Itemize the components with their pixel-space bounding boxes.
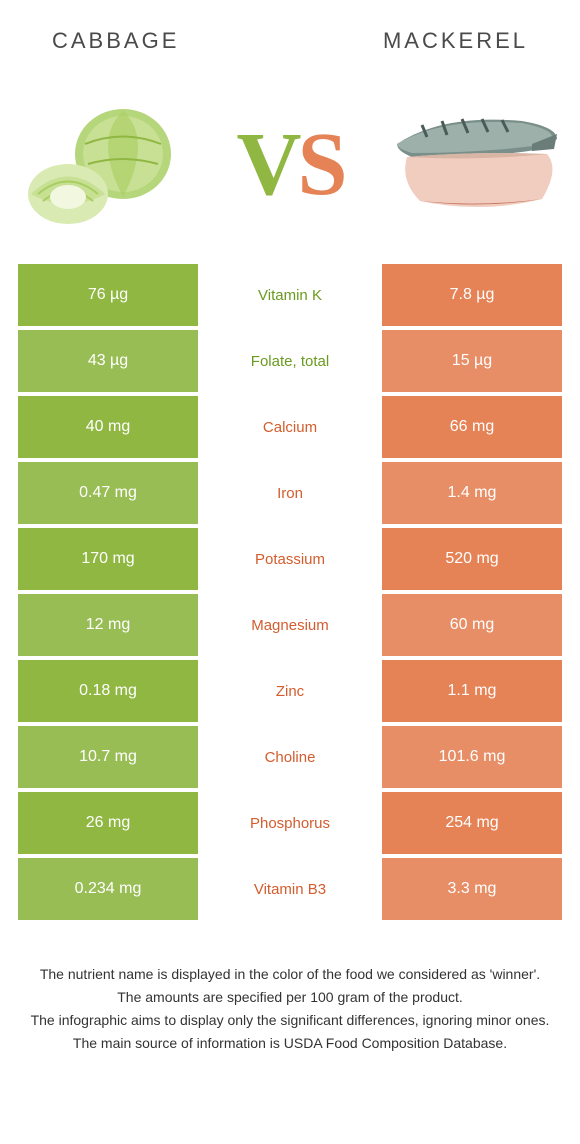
footnote-line: The nutrient name is displayed in the co…: [24, 964, 556, 985]
nutrient-name: Iron: [198, 462, 382, 524]
vs-v: V: [236, 115, 297, 214]
hero: VS: [0, 64, 580, 264]
footnote-line: The infographic aims to display only the…: [24, 1010, 556, 1031]
value-right: 520 mg: [382, 528, 562, 590]
nutrient-name: Potassium: [198, 528, 382, 590]
value-left: 43 µg: [18, 330, 198, 392]
table-row: 170 mgPotassium520 mg: [18, 528, 562, 590]
value-left: 12 mg: [18, 594, 198, 656]
value-right: 1.1 mg: [382, 660, 562, 722]
value-right: 7.8 µg: [382, 264, 562, 326]
nutrient-name: Choline: [198, 726, 382, 788]
vs-label: VS: [236, 113, 343, 216]
title-left: CABBAGE: [52, 28, 179, 54]
footnote-line: The main source of information is USDA F…: [24, 1033, 556, 1054]
table-row: 0.47 mgIron1.4 mg: [18, 462, 562, 524]
value-right: 3.3 mg: [382, 858, 562, 920]
table-row: 0.18 mgZinc1.1 mg: [18, 660, 562, 722]
table-row: 40 mgCalcium66 mg: [18, 396, 562, 458]
value-right: 254 mg: [382, 792, 562, 854]
value-left: 10.7 mg: [18, 726, 198, 788]
table-row: 10.7 mgCholine101.6 mg: [18, 726, 562, 788]
footnote-line: The amounts are specified per 100 gram o…: [24, 987, 556, 1008]
table-row: 76 µgVitamin K7.8 µg: [18, 264, 562, 326]
value-right: 60 mg: [382, 594, 562, 656]
table-row: 0.234 mgVitamin B33.3 mg: [18, 858, 562, 920]
nutrient-name: Zinc: [198, 660, 382, 722]
value-left: 0.47 mg: [18, 462, 198, 524]
value-left: 170 mg: [18, 528, 198, 590]
table-row: 26 mgPhosphorus254 mg: [18, 792, 562, 854]
nutrient-name: Magnesium: [198, 594, 382, 656]
value-right: 15 µg: [382, 330, 562, 392]
table-row: 12 mgMagnesium60 mg: [18, 594, 562, 656]
value-left: 0.18 mg: [18, 660, 198, 722]
nutrient-name: Vitamin B3: [198, 858, 382, 920]
footnotes: The nutrient name is displayed in the co…: [0, 924, 580, 1054]
cabbage-image: [18, 94, 188, 234]
nutrient-name: Calcium: [198, 396, 382, 458]
title-right: MACKEREL: [383, 28, 528, 54]
value-left: 76 µg: [18, 264, 198, 326]
nutrient-name: Folate, total: [198, 330, 382, 392]
nutrient-table: 76 µgVitamin K7.8 µg43 µgFolate, total15…: [0, 264, 580, 920]
header: CABBAGE MACKEREL: [0, 0, 580, 64]
value-right: 1.4 mg: [382, 462, 562, 524]
table-row: 43 µgFolate, total15 µg: [18, 330, 562, 392]
value-left: 40 mg: [18, 396, 198, 458]
nutrient-name: Phosphorus: [198, 792, 382, 854]
value-left: 0.234 mg: [18, 858, 198, 920]
value-left: 26 mg: [18, 792, 198, 854]
mackerel-image: [392, 94, 562, 234]
nutrient-name: Vitamin K: [198, 264, 382, 326]
vs-s: S: [297, 115, 343, 214]
value-right: 101.6 mg: [382, 726, 562, 788]
value-right: 66 mg: [382, 396, 562, 458]
